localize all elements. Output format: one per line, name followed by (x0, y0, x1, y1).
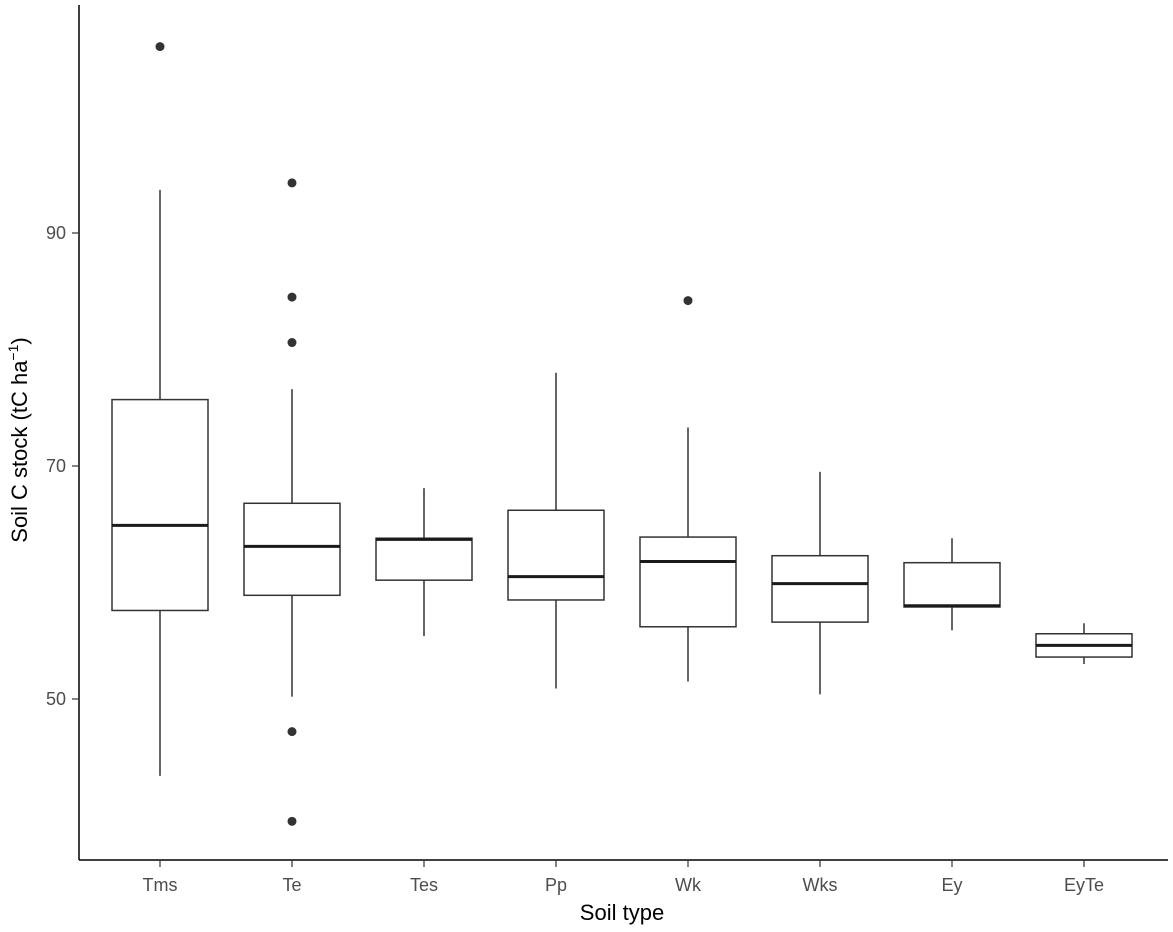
x-tick-label: Te (282, 875, 301, 895)
outlier-point (287, 178, 297, 188)
box-iqr (243, 502, 341, 597)
box-tes (375, 488, 473, 637)
x-tick-label: Pp (545, 875, 567, 895)
box-iqr (111, 398, 209, 612)
x-tick-label: Tes (410, 875, 438, 895)
y-axis-title: Soil C stock (tC ha−1) (5, 337, 32, 542)
x-tick-label: Wk (675, 875, 702, 895)
box-te (243, 178, 341, 826)
x-tick-label: EyTe (1064, 875, 1104, 895)
x-tick-label: Wks (803, 875, 838, 895)
x-tick-label: Ey (941, 875, 962, 895)
y-tick-label: 50 (46, 689, 66, 709)
outlier-point (287, 338, 297, 348)
box-iqr (375, 537, 473, 581)
plot-area (111, 42, 1133, 826)
y-axis-title-suffix: ) (7, 337, 32, 344)
outlier-point (683, 296, 693, 306)
box-iqr (903, 561, 1001, 608)
outlier-point (287, 816, 297, 826)
box-iqr (507, 509, 605, 601)
outlier-point (287, 292, 297, 302)
box-pp (507, 372, 605, 689)
box-ey (903, 538, 1001, 631)
box-tms (111, 42, 209, 776)
axis-ticks: 50 70 90 Tms Te Tes Pp Wk Wks Ey EyTe (46, 223, 1104, 895)
x-tick-label: Tms (143, 875, 178, 895)
x-axis-title: Soil type (580, 900, 664, 925)
box-wks (771, 471, 869, 695)
box-iqr (771, 554, 869, 623)
box-eyte (1035, 623, 1133, 665)
y-axis-title-main: Soil C stock (tC ha (7, 360, 32, 543)
y-tick-label: 90 (46, 223, 66, 243)
box-iqr (639, 536, 737, 628)
box-wk (639, 296, 737, 682)
outlier-point (287, 727, 297, 737)
y-tick-label: 70 (46, 456, 66, 476)
y-axis-title-superscript: −1 (5, 344, 21, 360)
outlier-point (155, 42, 165, 52)
